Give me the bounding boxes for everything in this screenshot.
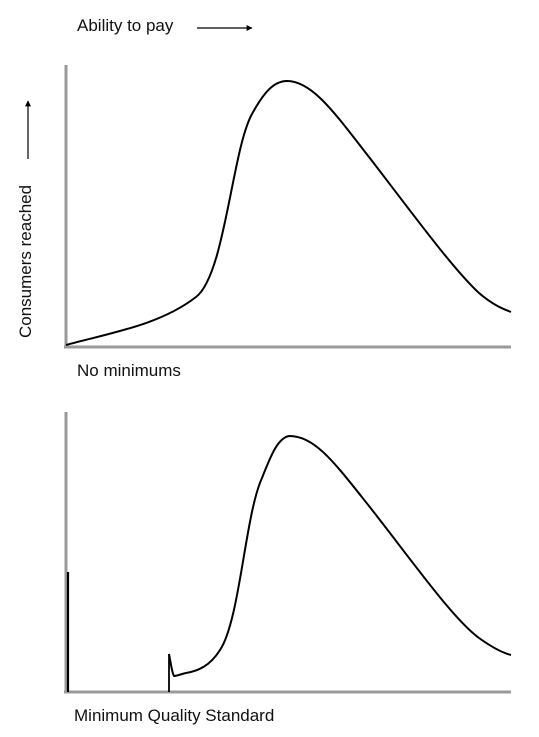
bottom-distribution-curve [168,434,512,678]
panel-caption-no-minimums: No minimums [77,361,181,380]
panel-no-minimums [64,65,512,349]
panel-minimum-quality-standard [64,412,512,694]
top-distribution-curve [65,79,512,346]
panel-caption-minimum-quality-standard: Minimum Quality Standard [74,706,275,725]
x-axis-label: Ability to pay [77,16,174,35]
